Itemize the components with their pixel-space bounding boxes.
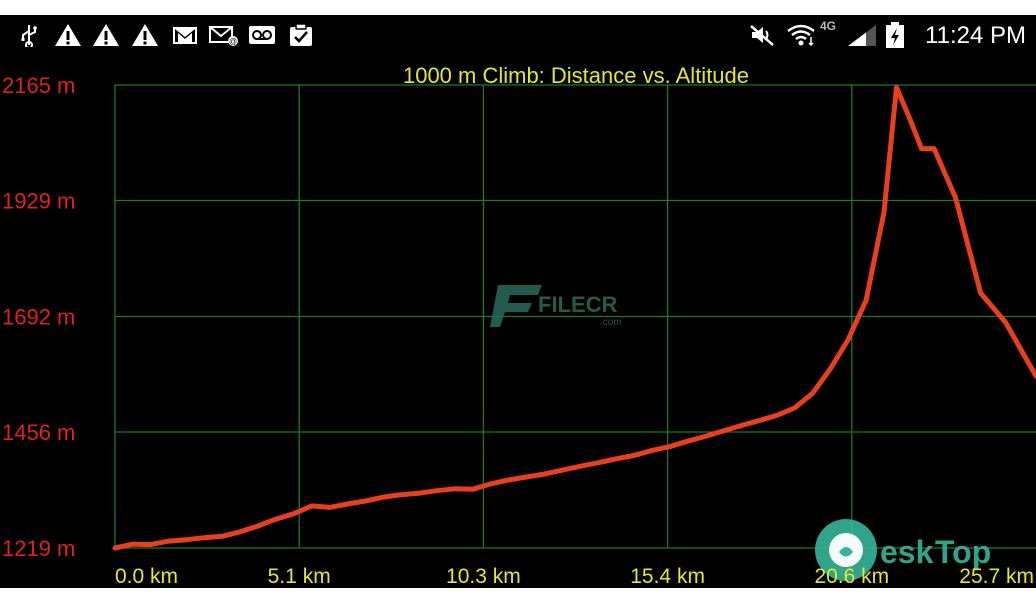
filecr-logo-icon [490, 285, 542, 327]
usb-icon [18, 23, 40, 47]
mute-icon [748, 23, 776, 47]
wifi-icon [786, 23, 816, 47]
x-tick-label: 0.0 km [115, 565, 178, 588]
email-icon: @ [208, 23, 240, 47]
y-tick-label: 1219 m [2, 536, 75, 561]
altitude-series [112, 84, 1036, 551]
x-tick-label: 20.6 km [814, 565, 889, 588]
y-tick-label: 1692 m [2, 305, 75, 330]
x-tick-label: 5.1 km [268, 565, 331, 588]
svg-text:@: @ [229, 37, 237, 46]
warning-icon [54, 23, 82, 47]
status-clock: 11:24 PM [925, 22, 1026, 49]
y-tick-label: 2165 m [2, 73, 75, 98]
watermark-layer: FILECR.com esk Top [490, 285, 991, 581]
filecr-watermark-text: FILECR [538, 292, 618, 317]
x-tick-label: 15.4 km [630, 565, 705, 588]
chart-title: 1000 m Climb: Distance vs. Altitude [403, 63, 749, 88]
y-tick-label: 1929 m [2, 189, 75, 214]
desktop-logo-icon [815, 519, 877, 581]
filecr-watermark-suffix: .com [600, 317, 622, 328]
voicemail-icon [248, 23, 276, 47]
app-screen: @ 4G 11:24 PM FILECR .com esk Top 1000 m Cl… [0, 15, 1036, 588]
status-bar: @ 4G 11:24 PM [0, 15, 1036, 55]
warning-icon [131, 23, 159, 47]
chart-labels: 1000 m Climb: Distance vs. Altitude 2165 … [2, 63, 1034, 588]
altitude-line [112, 84, 1036, 551]
desktop-watermark-text-2: Top [935, 534, 991, 570]
network-type-label: 4G [820, 19, 837, 33]
x-tick-label: 25.7 km [959, 565, 1034, 588]
warning-icon [92, 23, 120, 47]
x-tick-label: 10.3 km [446, 565, 521, 588]
gmail-icon [171, 23, 199, 47]
altitude-chart: FILECR.com esk Top 1000 m Climb: Distance … [2, 63, 1036, 588]
battery-charging-icon [884, 22, 906, 48]
y-tick-label: 1456 m [2, 420, 75, 445]
desktop-watermark-text: esk [880, 534, 934, 570]
signal-icon [846, 23, 878, 47]
clipboard-check-icon [288, 23, 314, 47]
chart-grid [114, 84, 1036, 549]
